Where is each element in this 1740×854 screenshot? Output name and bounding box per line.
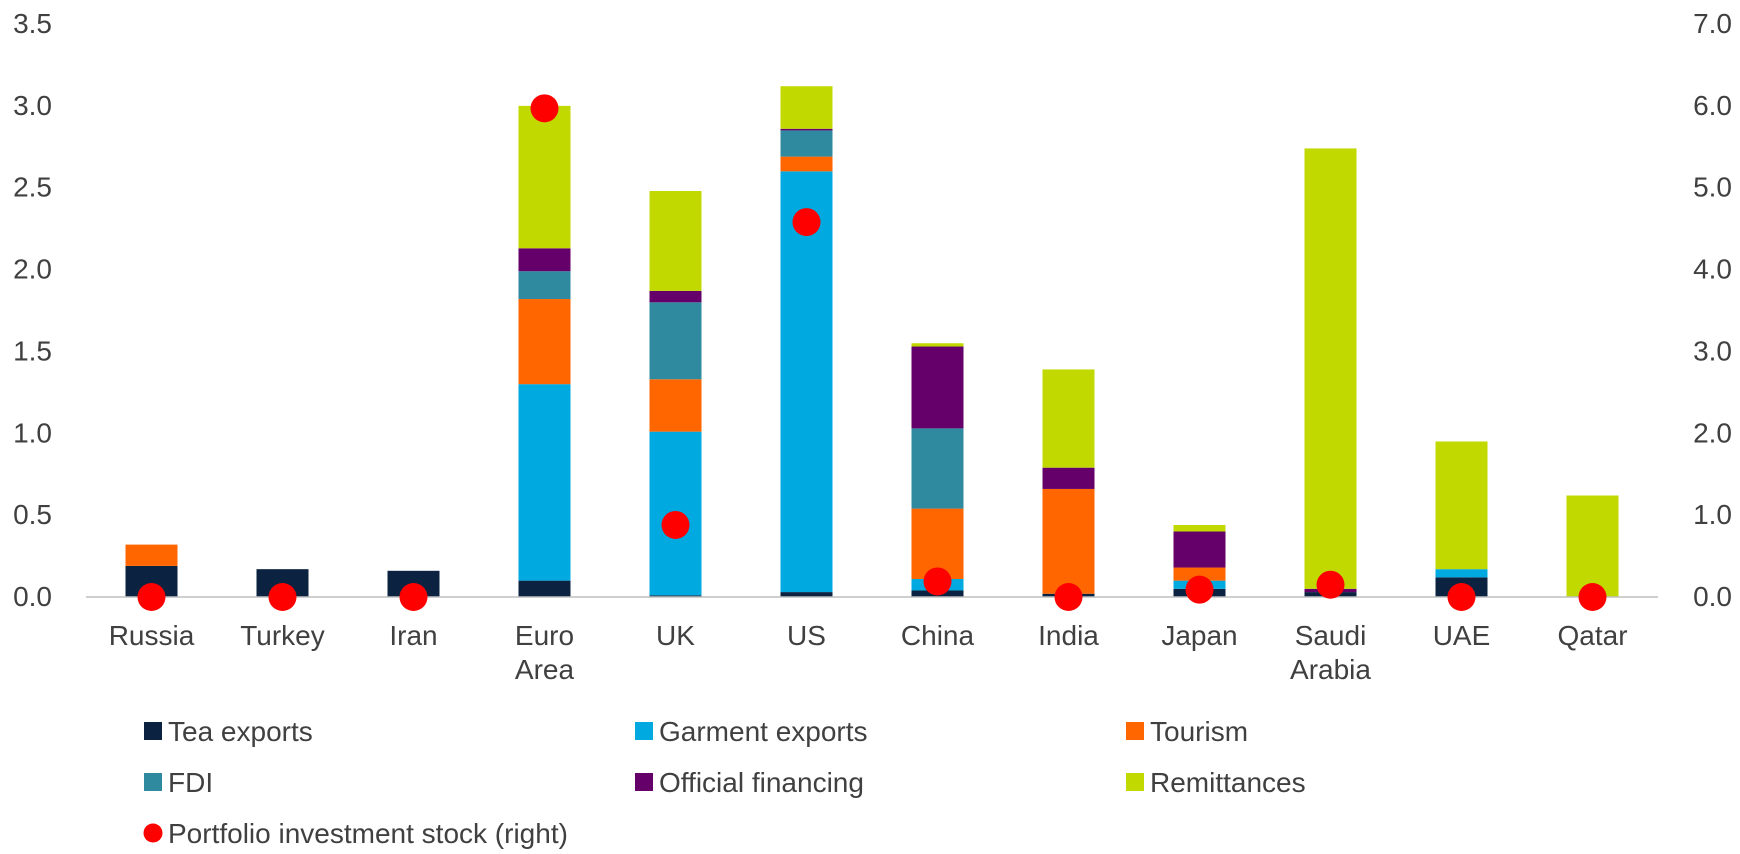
y-left-tick-label: 1.5: [13, 335, 52, 366]
y-right-tick-label: 0.0: [1693, 581, 1732, 612]
legend-label-official-financing: Official financing: [659, 767, 864, 798]
bar-tourism-russia: [125, 544, 178, 566]
bar-remittances-euro-area: [518, 105, 571, 249]
x-tick-label: Qatar: [1557, 620, 1627, 651]
legend-label-garment-exports: Garment exports: [659, 716, 868, 747]
portfolio-marker-saudi-arabia: [1316, 570, 1345, 599]
portfolio-marker-euro-area: [530, 94, 559, 123]
legend-swatch-tourism: [1126, 722, 1144, 740]
legend-label-fdi: FDI: [168, 767, 213, 798]
legend-label-tea-exports: Tea exports: [168, 716, 313, 747]
bar-remittances-us: [780, 86, 833, 129]
bar-tea-exports-euro-area: [518, 580, 571, 597]
bar-remittances-saudi-arabia: [1304, 148, 1357, 589]
bar-tea-exports-us: [780, 592, 833, 597]
bar-tourism-euro-area: [518, 299, 571, 385]
y-left-tick-label: 2.0: [13, 254, 52, 285]
bar-remittances-uae: [1435, 441, 1488, 570]
bar-remittances-qatar: [1566, 495, 1619, 597]
portfolio-marker-uk: [661, 510, 690, 539]
legend-swatch-portfolio-investment-stock-right: [143, 823, 163, 843]
legend-label-tourism: Tourism: [1150, 716, 1248, 747]
bar-tourism-uk: [649, 379, 702, 432]
bar-official-financing-uk: [649, 290, 702, 303]
portfolio-marker-us: [792, 208, 821, 237]
bar-fdi-euro-area: [518, 271, 571, 300]
bar-garment-exports-uae: [1435, 569, 1488, 578]
y-right-tick-label: 2.0: [1693, 417, 1732, 448]
y-right-tick-label: 1.0: [1693, 499, 1732, 530]
bar-tourism-china: [911, 508, 964, 579]
x-tick-label: Euro Area: [515, 620, 575, 685]
x-tick-label: UAE: [1433, 620, 1491, 651]
bar-fdi-us: [780, 130, 833, 157]
bar-tourism-us: [780, 156, 833, 172]
x-tick-label: China: [901, 620, 975, 651]
x-tick-label: Turkey: [240, 620, 325, 651]
bar-official-financing-india: [1042, 467, 1095, 489]
bar-official-financing-china: [911, 346, 964, 429]
x-tick-label: UK: [656, 620, 695, 651]
y-left-tick-label: 3.0: [13, 90, 52, 121]
y-left-tick-label: 3.5: [13, 8, 52, 39]
y-right-tick-label: 3.0: [1693, 335, 1732, 366]
y-right-tick-label: 4.0: [1693, 254, 1732, 285]
bar-tourism-japan: [1173, 567, 1226, 581]
portfolio-marker-russia: [137, 583, 166, 611]
legend-label-remittances: Remittances: [1150, 767, 1306, 798]
x-tick-label: Saudi Arabia: [1290, 620, 1371, 685]
bar-official-financing-us: [780, 128, 833, 131]
bar-remittances-japan: [1173, 524, 1226, 532]
bar-remittances-uk: [649, 190, 702, 291]
legend-swatch-fdi: [144, 773, 162, 791]
y-left-tick-label: 1.0: [13, 417, 52, 448]
y-left-tick-label: 2.5: [13, 172, 52, 203]
bar-official-financing-japan: [1173, 531, 1226, 568]
legend-swatch-garment-exports: [635, 722, 653, 740]
bar-remittances-india: [1042, 369, 1095, 468]
bar-tourism-india: [1042, 488, 1095, 594]
bar-fdi-uk: [649, 302, 702, 380]
bar-official-financing-euro-area: [518, 248, 571, 272]
bar-tea-exports-uk: [649, 595, 702, 597]
x-tick-label: India: [1038, 620, 1099, 651]
x-tick-label: Japan: [1161, 620, 1237, 651]
bar-garment-exports-us: [780, 171, 833, 593]
bar-fdi-china: [911, 428, 964, 509]
x-tick-label: Russia: [109, 620, 195, 651]
portfolio-marker-qatar: [1578, 583, 1607, 611]
legend-label-portfolio-investment-stock-right: Portfolio investment stock (right): [168, 818, 568, 849]
portfolio-marker-iran: [399, 583, 428, 611]
y-right-tick-label: 6.0: [1693, 90, 1732, 121]
bar-remittances-china: [911, 343, 964, 347]
y-left-tick-label: 0.0: [13, 581, 52, 612]
y-right-tick-label: 5.0: [1693, 172, 1732, 203]
bar-garment-exports-euro-area: [518, 384, 571, 581]
x-tick-label: US: [787, 620, 826, 651]
legend-swatch-official-financing: [635, 773, 653, 791]
legend-swatch-remittances: [1126, 773, 1144, 791]
y-left-tick-label: 0.5: [13, 499, 52, 530]
x-tick-label: Iran: [389, 620, 437, 651]
portfolio-marker-turkey: [268, 583, 297, 611]
portfolio-marker-china: [923, 567, 952, 596]
y-right-tick-label: 7.0: [1693, 8, 1732, 39]
portfolio-marker-japan: [1185, 575, 1214, 604]
portfolio-marker-uae: [1447, 583, 1476, 611]
portfolio-marker-india: [1054, 583, 1083, 611]
legend-swatch-tea-exports: [144, 722, 162, 740]
